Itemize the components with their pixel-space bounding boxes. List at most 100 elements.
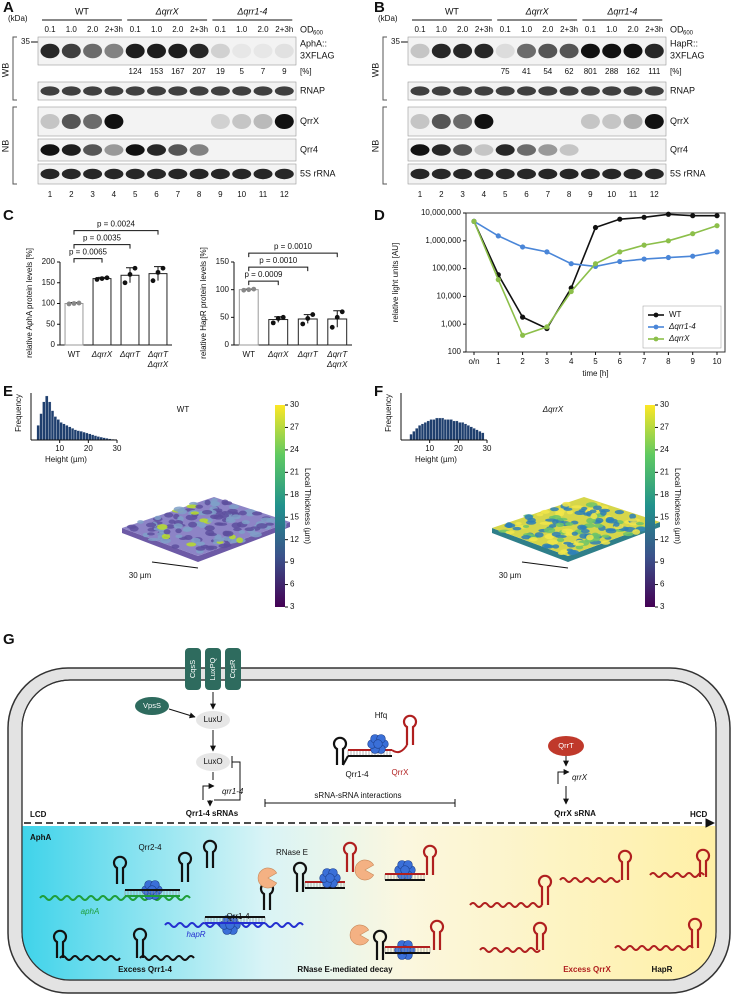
histogram-bar <box>68 426 72 441</box>
x-axis-label: Height (µm) <box>415 455 457 464</box>
surface-texture <box>190 511 199 515</box>
surface-texture <box>504 523 516 529</box>
lane-number: 10 <box>607 190 616 199</box>
band <box>580 86 600 96</box>
y-tick-label: 10,000 <box>437 292 462 301</box>
gene-label: qrrX <box>572 773 588 782</box>
x-tick-label: 20 <box>454 444 463 453</box>
data-point <box>251 286 257 292</box>
histogram-bar <box>73 429 78 441</box>
colorbar-tick-label: 9 <box>290 557 295 566</box>
surface-texture <box>527 517 536 523</box>
data-point <box>66 301 72 307</box>
surface-texture <box>191 537 201 543</box>
lane-number: 12 <box>650 190 659 199</box>
histogram-bar <box>452 420 456 441</box>
promoter <box>557 769 570 784</box>
colorbar-tick-label: 9 <box>660 557 665 566</box>
band <box>147 86 166 96</box>
panel-label: D <box>374 207 385 224</box>
state-label: Excess QrrX <box>563 965 611 974</box>
surface-texture <box>238 510 247 516</box>
rna-strand <box>469 902 543 908</box>
band <box>559 168 579 180</box>
x-tick-label: 10 <box>425 444 434 453</box>
surface-texture <box>528 536 538 542</box>
scale-bar-label: 30 µm <box>129 571 152 580</box>
band <box>83 168 103 180</box>
surface-texture <box>545 533 554 540</box>
surface-texture <box>147 532 155 536</box>
lane-number: 8 <box>567 190 572 199</box>
significance-bracket <box>248 252 338 258</box>
band <box>410 43 430 59</box>
rna-strand <box>39 895 191 901</box>
histogram-bar <box>85 432 89 441</box>
histogram-bar <box>461 422 465 441</box>
series-marker <box>520 244 526 250</box>
blot-strip <box>407 36 667 66</box>
band <box>274 86 294 96</box>
surface-texture <box>161 533 171 540</box>
percent-label: 124 <box>129 67 143 76</box>
od-label: 2.0 <box>257 25 269 34</box>
histogram-bar <box>59 422 63 441</box>
qrr14-label: Qrr1-4 <box>345 770 369 779</box>
colorbar-tick-label: 6 <box>290 580 295 589</box>
state-label: Excess Qrr1-4 <box>118 965 172 974</box>
surface-texture <box>586 534 594 541</box>
surface-texture <box>555 522 565 527</box>
od-label: 2+3h <box>560 25 578 34</box>
data-point <box>300 321 306 327</box>
surface-texture <box>236 537 244 544</box>
rna-hairpin <box>52 929 68 958</box>
od-label: 2.0 <box>172 25 184 34</box>
surface-texture <box>156 524 168 530</box>
series-marker <box>641 242 647 248</box>
rna-hairpin <box>292 861 308 892</box>
band <box>623 86 643 96</box>
lane-number: 4 <box>482 190 487 199</box>
series-marker <box>520 332 526 338</box>
surface-texture <box>605 516 615 523</box>
colorbar-tick-label: 18 <box>660 490 669 499</box>
rna-hairpin <box>695 848 711 877</box>
histogram-bar <box>70 428 75 441</box>
surface-texture <box>160 537 171 544</box>
surface-texture <box>195 504 204 509</box>
band <box>83 113 103 130</box>
surface-texture <box>171 544 180 549</box>
panel-label: B <box>374 0 385 16</box>
series-marker <box>714 223 720 229</box>
surface-texture <box>195 541 206 546</box>
od-label: 1.0 <box>66 25 78 34</box>
od-label: 2.0 <box>542 25 554 34</box>
band <box>495 86 515 96</box>
od-label: 1.0 <box>521 25 533 34</box>
surface-texture <box>177 508 187 515</box>
x-tick-label: 8 <box>666 357 671 366</box>
chart-title: WT <box>177 405 190 414</box>
vpss-node <box>135 697 169 715</box>
surface-texture <box>534 532 544 538</box>
band <box>474 144 494 156</box>
colorbar-tick-label: 30 <box>290 400 299 409</box>
series-marker <box>714 249 720 255</box>
surface-texture <box>175 528 182 534</box>
row-label: RNAP <box>670 85 695 95</box>
rna-strand <box>342 755 349 766</box>
state-label: RNase E-mediated decay <box>297 965 393 974</box>
surface-texture <box>551 531 561 537</box>
x-tick-label: 6 <box>618 357 623 366</box>
rna-strand <box>479 947 541 953</box>
group-label: Δqrr1-4 <box>236 6 267 16</box>
y-axis-label: Frequency <box>14 394 23 432</box>
bracket <box>382 36 387 185</box>
lane-number: 9 <box>218 190 223 199</box>
x-tick-label: ΔqrrT <box>326 350 348 359</box>
qrrx-label: QrrX <box>392 768 410 777</box>
band <box>40 113 60 130</box>
histogram-bar <box>478 431 482 441</box>
histogram-bar <box>65 425 69 441</box>
